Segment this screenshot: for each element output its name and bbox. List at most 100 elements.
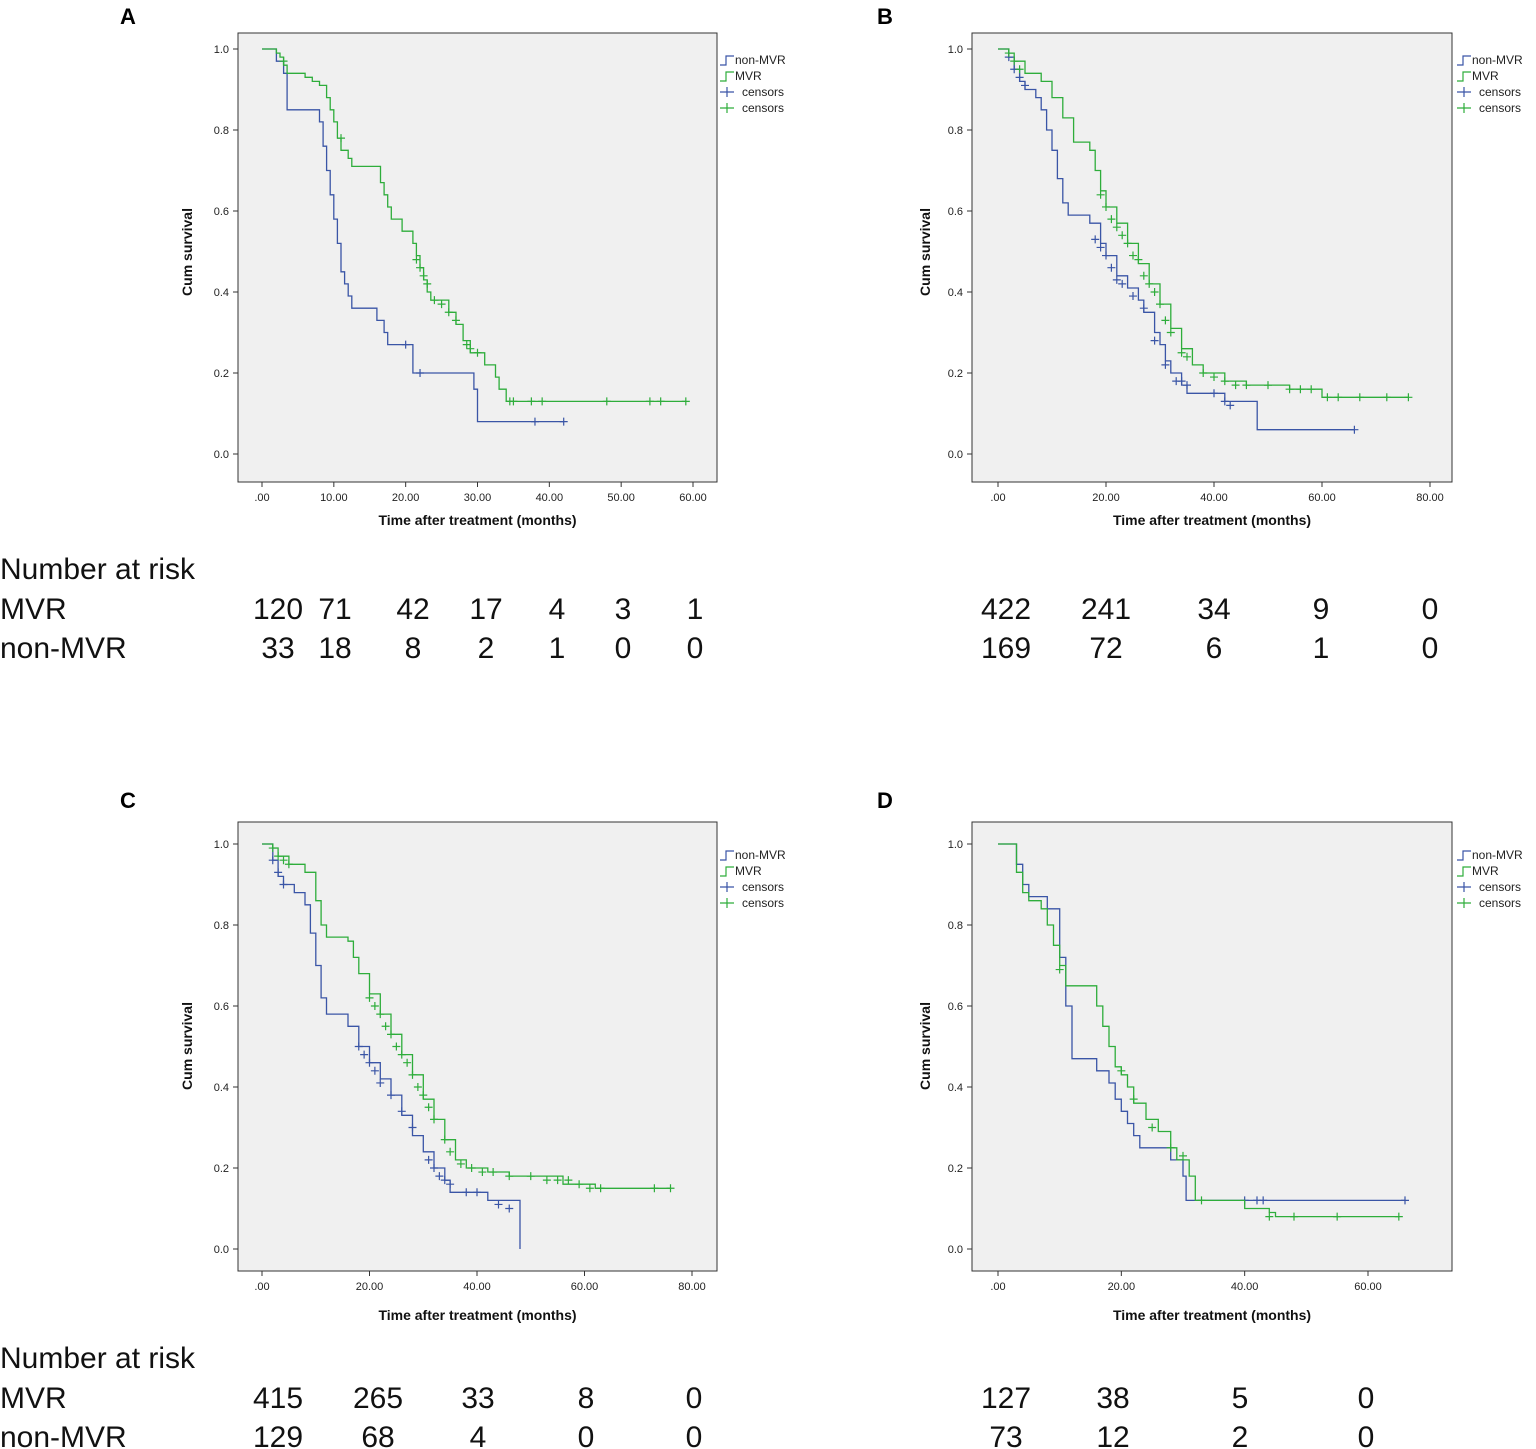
- mvr-censor-mark: [1139, 271, 1148, 280]
- non-mvr-censor-mark: [1102, 251, 1110, 260]
- legend-line-swatch: [1457, 866, 1471, 877]
- mvr-censor-mark: [596, 1184, 605, 1193]
- mvr-censor-mark: [1004, 49, 1013, 58]
- mvr-censor-mark: [1334, 393, 1343, 402]
- x-tick-label: 40.00: [536, 492, 564, 504]
- risk-value-non-mvr: 129: [253, 1421, 303, 1449]
- non-mvr-censor-mark: [1220, 397, 1229, 406]
- mvr-censor-mark: [1210, 373, 1218, 382]
- risk-value-mvr: 3: [615, 593, 632, 626]
- mvr-censor-mark: [387, 1030, 395, 1039]
- mvr-censor-mark: [284, 860, 293, 869]
- risk-row-label-mvr: MVR: [0, 593, 67, 626]
- y-tick-label: 0.4: [948, 1082, 963, 1094]
- mvr-survival-curve: [998, 48, 1409, 398]
- mvr-censor-mark: [403, 1058, 412, 1067]
- x-tick-label: 40.00: [1231, 1281, 1259, 1293]
- y-tick-label: 0.8: [214, 125, 229, 137]
- number-at-risk-title: Number at risk: [0, 553, 196, 586]
- legend-item: non-MVR: [720, 848, 786, 862]
- x-axis-label: Time after treatment (months): [1113, 1307, 1311, 1323]
- mvr-censor-mark: [365, 993, 374, 1002]
- risk-value-mvr: 0: [1358, 1382, 1375, 1415]
- mvr-censor-mark: [408, 1070, 417, 1079]
- mvr-censor-mark: [1166, 328, 1175, 337]
- legend-censor-swatch: [1457, 898, 1471, 908]
- plot-area: [237, 821, 718, 1272]
- y-tick-label: 0.6: [948, 206, 963, 218]
- mvr-censor-mark: [1129, 1095, 1138, 1104]
- mvr-censor-mark: [416, 263, 425, 272]
- mvr-censor-mark: [1015, 65, 1024, 74]
- legend-item: censors: [1457, 880, 1521, 894]
- number-at-risk-table: 422 241 34 9 0 169 72 6 1 0: [981, 593, 1438, 665]
- mvr-censor-mark: [553, 1176, 562, 1185]
- legend-label: censors: [1479, 896, 1521, 910]
- risk-value-non-mvr: 68: [361, 1421, 394, 1449]
- non-mvr-censor-mark: [274, 868, 283, 877]
- mvr-censor-mark: [1199, 369, 1208, 377]
- mvr-censor-mark: [1394, 1212, 1403, 1221]
- mvr-censor-mark: [564, 1176, 573, 1185]
- non-mvr-censor-mark: [1183, 381, 1191, 390]
- risk-value-mvr: 415: [253, 1382, 303, 1415]
- mvr-censor-mark: [381, 1022, 390, 1031]
- non-mvr-censor-mark: [1259, 1196, 1268, 1205]
- legend-censor-swatch: [720, 898, 734, 908]
- y-tick-label: 1.0: [214, 839, 229, 851]
- legend-item: MVR: [1457, 69, 1499, 83]
- risk-value-non-mvr: 18: [318, 632, 351, 665]
- y-tick-label: 0.0: [214, 1244, 229, 1256]
- non-mvr-censor-mark: [530, 417, 539, 426]
- mvr-censor-mark: [467, 1164, 476, 1172]
- x-tick-label: .00: [254, 492, 269, 504]
- mvr-censor-mark: [666, 1184, 675, 1193]
- non-mvr-censor-mark: [559, 417, 568, 426]
- x-tick-label: .00: [990, 492, 1005, 504]
- y-tick-label: 0.0: [948, 1244, 963, 1256]
- mvr-censor-mark: [505, 1172, 514, 1181]
- x-axis-label: Time after treatment (months): [378, 1307, 576, 1323]
- non-mvr-censor-mark: [268, 856, 277, 865]
- risk-value-non-mvr: 0: [578, 1421, 595, 1449]
- non-mvr-censor-mark: [462, 1188, 471, 1197]
- panel-label: B: [877, 4, 893, 29]
- legend-item: MVR: [1457, 864, 1499, 878]
- mvr-censor-mark: [1150, 288, 1159, 296]
- panel-label: A: [120, 4, 136, 29]
- non-mvr-censor-mark: [376, 1078, 385, 1087]
- risk-value-mvr: 0: [686, 1382, 703, 1415]
- legend-item: non-MVR: [1457, 53, 1523, 67]
- legend-label: non-MVR: [735, 848, 786, 862]
- non-mvr-censor-mark: [360, 1050, 369, 1059]
- mvr-censor-mark: [1179, 1151, 1187, 1160]
- risk-value-non-mvr: 169: [981, 632, 1031, 665]
- non-mvr-censor-mark: [279, 880, 288, 889]
- x-tick-label: .00: [990, 1281, 1005, 1293]
- non-mvr-censor-mark: [354, 1042, 363, 1051]
- mvr-censor-mark: [1161, 316, 1170, 325]
- non-mvr-censor-mark: [1401, 1196, 1409, 1205]
- mvr-censor-mark: [1055, 965, 1064, 974]
- y-tick-label: 0.0: [214, 449, 229, 461]
- legend-line-swatch: [720, 850, 734, 861]
- legend-label: censors: [742, 85, 784, 99]
- y-tick-label: 0.0: [948, 449, 963, 461]
- mvr-censor-mark: [462, 340, 471, 349]
- legend-label: censors: [742, 896, 784, 910]
- risk-value-non-mvr: 2: [1232, 1421, 1249, 1449]
- risk-value-non-mvr: 2: [478, 632, 495, 665]
- mvr-censor-mark: [413, 1083, 422, 1091]
- panel-label: D: [877, 788, 893, 813]
- legend-item: censors: [720, 85, 784, 99]
- mvr-censor-mark: [424, 1103, 433, 1112]
- risk-value-mvr: 4: [549, 593, 566, 626]
- legend-line-swatch: [1457, 71, 1471, 82]
- y-tick-label: 0.4: [214, 287, 229, 299]
- legend-line-swatch: [720, 71, 734, 82]
- non-mvr-censor-mark: [1177, 377, 1186, 386]
- risk-row-label-non-mvr: non-MVR: [0, 632, 127, 665]
- mvr-censor-mark: [1296, 385, 1305, 394]
- legend-line-swatch: [720, 55, 734, 66]
